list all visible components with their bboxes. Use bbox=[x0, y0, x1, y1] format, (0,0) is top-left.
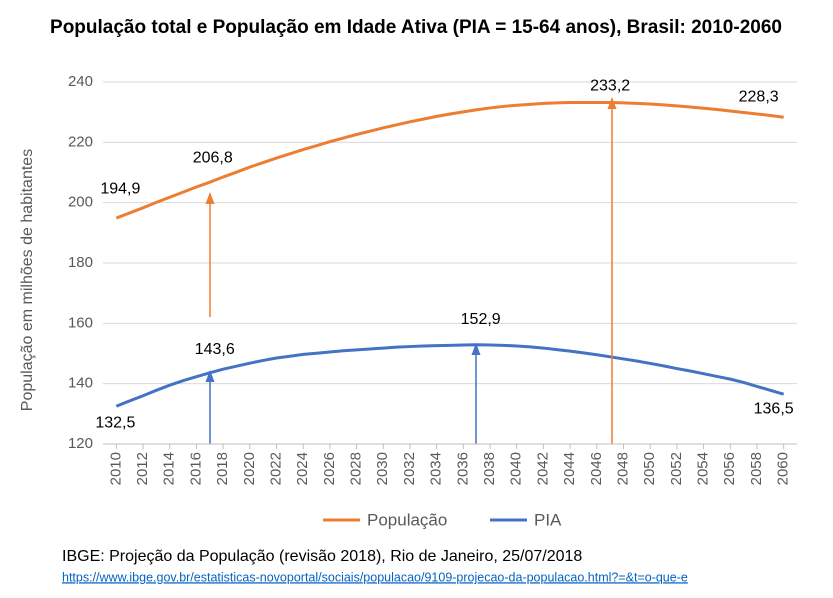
x-tick-label: 2056 bbox=[721, 452, 738, 485]
y-tick-label: 160 bbox=[68, 314, 93, 331]
data-label: 233,2 bbox=[590, 78, 630, 95]
source-note: IBGE: Projeção da População (revisão 201… bbox=[62, 548, 582, 565]
x-tick-label: 2014 bbox=[161, 452, 178, 485]
x-tick-label: 2044 bbox=[561, 452, 578, 485]
x-tick-label: 2020 bbox=[241, 452, 258, 485]
x-tick-label: 2012 bbox=[134, 452, 151, 485]
x-tick-label: 2038 bbox=[481, 452, 498, 485]
y-tick-label: 240 bbox=[68, 73, 93, 90]
series-line bbox=[115, 343, 785, 408]
x-tick-label: 2022 bbox=[267, 452, 284, 485]
x-tick-label: 2052 bbox=[668, 452, 685, 485]
x-tick-label: 2050 bbox=[641, 452, 658, 485]
data-label: 206,8 bbox=[193, 149, 233, 166]
chart-title: População total e População em Idade Ati… bbox=[50, 17, 782, 38]
y-tick-label: 120 bbox=[68, 435, 93, 452]
data-label: 152,9 bbox=[461, 311, 501, 328]
data-label: 228,3 bbox=[739, 89, 779, 106]
x-tick-label: 2018 bbox=[214, 452, 231, 485]
x-tick-label: 2024 bbox=[294, 452, 311, 485]
series-line bbox=[115, 101, 784, 220]
y-tick-label: 220 bbox=[68, 133, 93, 150]
y-tick-label: 200 bbox=[68, 194, 93, 211]
x-tick-label: 2028 bbox=[348, 452, 365, 485]
x-tick-label: 2040 bbox=[508, 452, 525, 485]
data-label: 132,5 bbox=[95, 415, 135, 432]
source-link[interactable]: https://www.ibge.gov.br/estatisticas-nov… bbox=[62, 570, 688, 584]
data-label: 136,5 bbox=[754, 400, 794, 417]
x-tick-label: 2036 bbox=[454, 452, 471, 485]
x-tick-label: 2042 bbox=[534, 452, 551, 485]
x-tick-label: 2032 bbox=[401, 452, 418, 485]
x-tick-label: 2010 bbox=[107, 452, 124, 485]
legend-label: População bbox=[367, 510, 447, 529]
y-axis-label: População em milhões de habitantes bbox=[19, 149, 36, 411]
y-tick-label: 140 bbox=[68, 375, 93, 392]
y-tick-label: 180 bbox=[68, 254, 93, 271]
x-tick-label: 2016 bbox=[187, 452, 204, 485]
x-tick-label: 2046 bbox=[588, 452, 605, 485]
x-tick-label: 2060 bbox=[775, 452, 792, 485]
x-tick-label: 2026 bbox=[321, 452, 338, 485]
annotation-arrows bbox=[205, 97, 617, 444]
legend-label: PIA bbox=[534, 510, 562, 529]
x-tick-label: 2054 bbox=[695, 452, 712, 485]
data-label: 194,9 bbox=[100, 180, 140, 197]
data-label: 143,6 bbox=[195, 341, 235, 358]
x-tick-label: 2058 bbox=[748, 452, 765, 485]
x-tick-label: 2048 bbox=[614, 452, 631, 485]
x-tick-label: 2034 bbox=[428, 452, 445, 485]
x-tick-label: 2030 bbox=[374, 452, 391, 485]
